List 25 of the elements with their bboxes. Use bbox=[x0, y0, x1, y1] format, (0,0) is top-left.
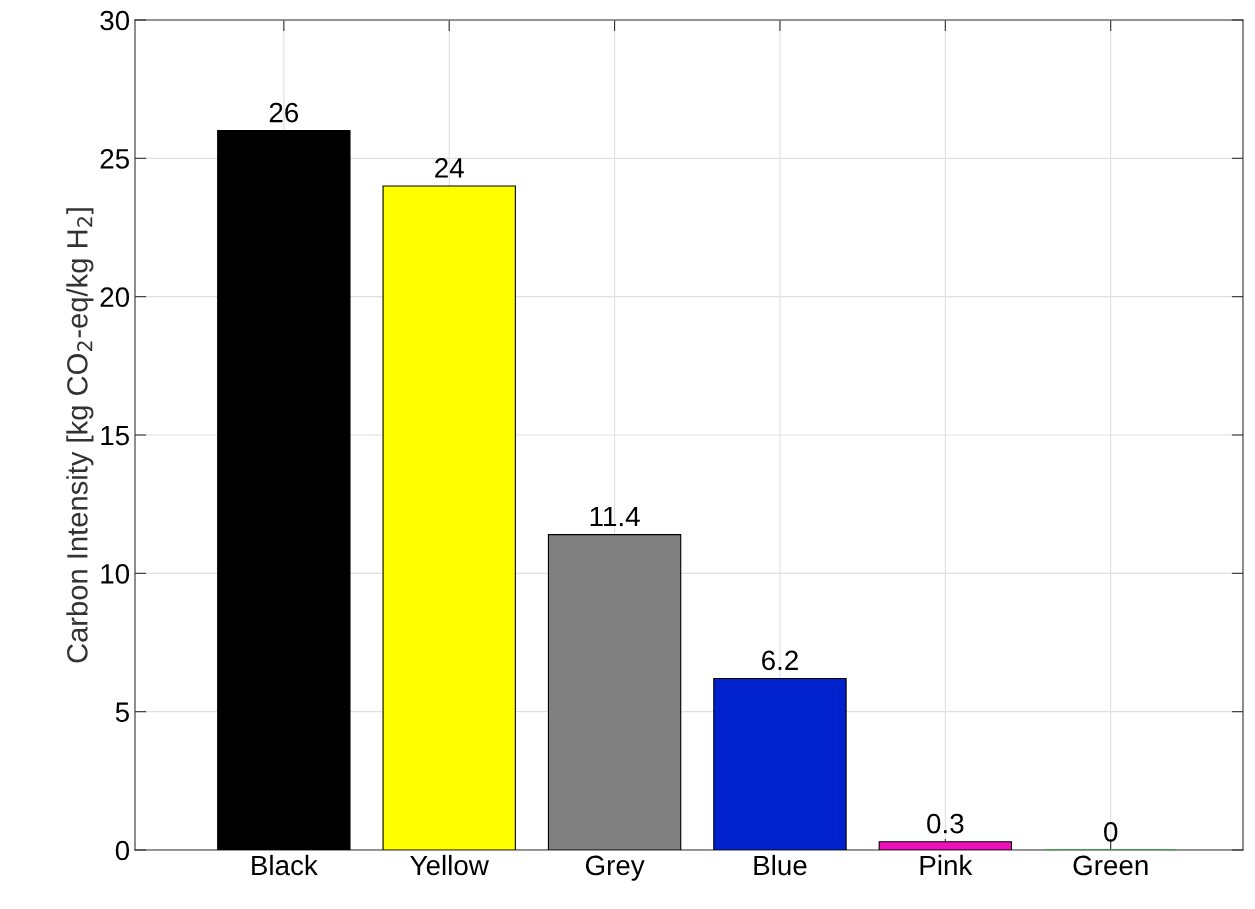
x-tick-label: Yellow bbox=[410, 854, 489, 876]
data-label: 26 bbox=[269, 102, 299, 123]
y-tick-label: 20 bbox=[100, 287, 130, 308]
y-axis-title: Carbon Intensity [kg CO$_{2}$-eq/kg H$_{2}$] bbox=[66, 208, 94, 663]
data-label: 0 bbox=[1104, 822, 1118, 842]
bar bbox=[217, 130, 351, 850]
x-tick-label: Blue bbox=[754, 854, 807, 876]
y-tick-label: 5 bbox=[115, 702, 129, 723]
y-tick-label: 0 bbox=[115, 840, 130, 861]
bar bbox=[547, 534, 682, 850]
data-label: 0.3 bbox=[927, 813, 964, 834]
bar bbox=[878, 841, 1013, 850]
bar bbox=[382, 185, 516, 850]
y-tick-label: 15 bbox=[101, 425, 129, 446]
y-tick-label: 25 bbox=[100, 149, 129, 169]
data-label: 6.2 bbox=[762, 650, 798, 671]
x-tick-label: Pink bbox=[920, 854, 973, 875]
data-label: 24 bbox=[435, 158, 464, 178]
data-label: 11.4 bbox=[590, 506, 640, 527]
x-tick-label: Grey bbox=[585, 855, 645, 881]
bar bbox=[713, 677, 847, 850]
x-tick-label: Black bbox=[252, 854, 318, 876]
y-tick-label: 30 bbox=[100, 10, 130, 31]
y-tick-label: 10 bbox=[101, 564, 130, 584]
x-tick-label: Green bbox=[1073, 855, 1148, 876]
